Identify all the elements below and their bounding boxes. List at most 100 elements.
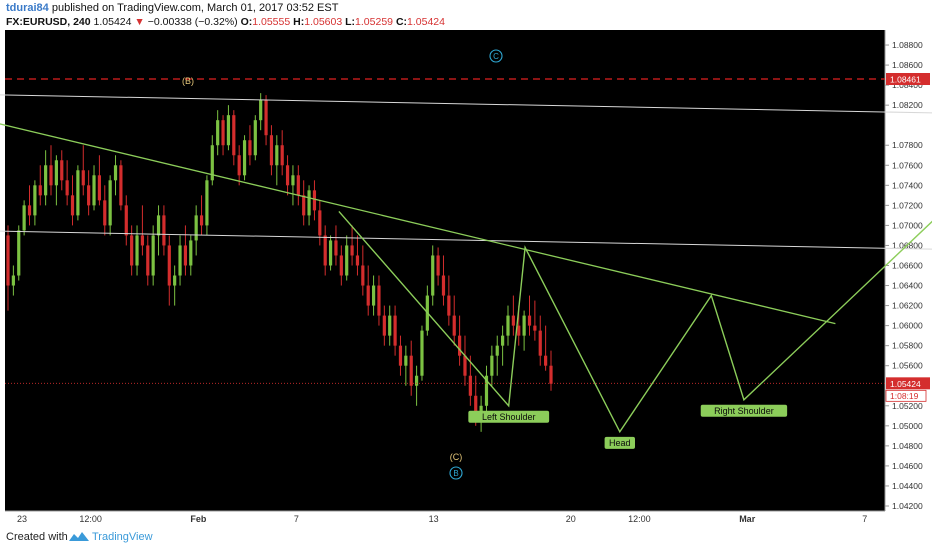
candle-body [135, 235, 139, 266]
candle-body [323, 235, 327, 266]
candle-body [382, 315, 386, 336]
x-tick-label: Feb [190, 514, 207, 524]
candle-body [119, 165, 123, 206]
candle-body [458, 335, 462, 356]
wave-c-label: (C) [450, 452, 463, 462]
left-shoulder-label: Left Shoulder [482, 412, 536, 422]
y-tick-label: 1.07000 [892, 220, 923, 230]
candle-body [27, 205, 32, 216]
close-value: 1.05424 [407, 16, 445, 28]
price-chart[interactable]: 1.08800 1.08600 1.08400 1.08200 1.07800 1.076… [0, 30, 932, 525]
right-shoulder-label-box [700, 404, 788, 417]
y-tick-label: 1.07600 [892, 160, 923, 170]
candle-body [388, 315, 392, 336]
candle-body [54, 160, 58, 186]
y-tick-label: 1.04400 [892, 481, 923, 491]
y-tick-label: 1.05200 [892, 401, 923, 411]
wave-b-label: (B) [182, 76, 194, 86]
candle-body [404, 355, 408, 366]
candle-body [17, 230, 21, 276]
candle-body [366, 285, 370, 306]
y-tick-label: 1.04200 [892, 501, 923, 511]
circle-b-label-ring [449, 466, 463, 480]
candle-body [76, 170, 80, 216]
low-label: L: [345, 16, 356, 28]
candle-body [517, 325, 521, 336]
y-tick-label: 1.05800 [892, 341, 923, 351]
high-label: H: [293, 16, 305, 28]
candle-body [6, 235, 10, 286]
author-link[interactable]: tdurai84 [6, 2, 49, 14]
x-tick-label: Mar [739, 514, 756, 524]
y-tick-label: 1.06400 [892, 281, 923, 291]
target-price-tag [886, 73, 930, 86]
tradingview-brand[interactable]: TradingView [92, 531, 153, 543]
candle-body [334, 240, 338, 256]
candle-body [178, 245, 182, 276]
candle-body [501, 335, 505, 346]
last-price-tag [886, 377, 930, 390]
right-shoulder-label: Right Shoulder [714, 406, 774, 416]
candle-body [264, 100, 268, 136]
candle-body [65, 180, 69, 196]
candle-body [216, 120, 220, 146]
candle-body [113, 165, 118, 181]
candle-body [495, 345, 499, 356]
candle-body [237, 155, 241, 176]
created-with-text: Created with [6, 531, 68, 543]
candle-body [124, 205, 128, 236]
candle-body [248, 140, 252, 156]
candle-body [49, 165, 53, 186]
head-label: Head [609, 438, 631, 448]
footer: Created with TradingView [0, 525, 932, 550]
candle-body [307, 190, 311, 216]
x-tick-label: 20 [566, 514, 576, 524]
candle-body [108, 180, 112, 226]
candle-body [490, 355, 494, 376]
candle-body [468, 375, 472, 396]
head-label-box [604, 436, 635, 449]
candle-body [140, 235, 145, 246]
countdown-text: 1:08:19 [890, 391, 919, 401]
candle-body [221, 120, 225, 146]
y-tick-label: 1.05600 [892, 361, 923, 371]
candle-body [22, 205, 26, 231]
y-tick-label: 1.06200 [892, 301, 923, 311]
candle-body [97, 175, 101, 201]
candle-body [345, 245, 349, 276]
candle-body [511, 315, 515, 326]
x-tick-label: 23 [17, 514, 27, 524]
y-tick-label: 1.07400 [892, 180, 923, 190]
candle-body [447, 295, 451, 316]
candle-body [205, 180, 209, 226]
symbol-info: FX:EURUSD, 240 1.05424 ▼ −0.00338 (−0.32… [6, 16, 445, 28]
candle-body [189, 240, 193, 266]
chart-area[interactable]: 1.08800 1.08600 1.08400 1.08200 1.07800 1.076… [0, 30, 932, 525]
symbol-label: FX:EURUSD, 240 [6, 16, 91, 28]
candle-body [81, 170, 85, 186]
candle-body [527, 315, 532, 326]
x-tick-label: 12:00 [628, 514, 651, 524]
y-tick-label: 1.06600 [892, 260, 923, 270]
candle-body [522, 315, 526, 336]
price-change: −0.00338 (−0.32%) [147, 16, 238, 28]
candle-body [156, 215, 161, 236]
chart-header: tdurai84 published on TradingView.com, M… [0, 0, 932, 30]
candle-body [484, 375, 489, 406]
candle-body [463, 355, 467, 376]
candle-body [210, 145, 214, 181]
candle-body [146, 245, 150, 276]
tradingview-logo-icon [69, 532, 89, 541]
head-shoulders-path [338, 210, 932, 434]
y-tick-label: 1.08200 [892, 100, 923, 110]
y-tick-label: 1.08600 [892, 60, 923, 70]
candle-body [92, 175, 96, 206]
lower-channel-line [0, 230, 932, 250]
candle-body [506, 315, 510, 336]
circle-c-label-ring [489, 49, 503, 63]
published-text: published on TradingView.com, March 01, … [51, 2, 339, 14]
candle-body [544, 355, 548, 366]
candle-body [173, 275, 177, 286]
candle-body [377, 285, 381, 316]
candle-body [350, 245, 354, 256]
